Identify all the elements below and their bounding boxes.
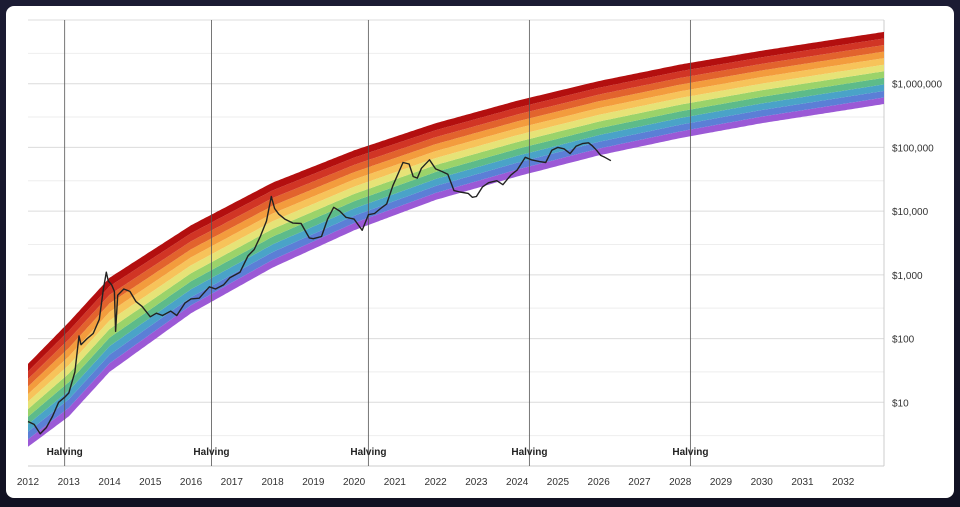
x-axis: 2012 2013 2014 2015 2016 2017 2018 2019 2020 2021… — [17, 477, 855, 488]
x-tick-label: 2014 — [98, 477, 121, 488]
x-tick-label: 2031 — [791, 477, 814, 488]
x-tick-label: 2013 — [58, 477, 81, 488]
halving-label: Halving — [672, 447, 708, 458]
halving-label: Halving — [47, 447, 83, 458]
bitcoin-rainbow-chart: Halving Halving Halving Halving Halving 2012… — [17, 19, 942, 488]
x-tick-label: 2024 — [506, 477, 529, 488]
x-tick-label: 2023 — [465, 477, 488, 488]
halving-label: Halving — [193, 447, 229, 458]
halving-label: Halving — [350, 447, 386, 458]
price-series — [27, 142, 612, 435]
y-tick-label: $10,000 — [892, 207, 929, 218]
chart-card: Halving Halving Halving Halving Halving 2012… — [6, 6, 954, 498]
x-tick-label: 2016 — [180, 477, 203, 488]
y-tick-label: $1,000 — [892, 271, 923, 282]
x-tick-label: 2030 — [751, 477, 774, 488]
price-line — [27, 142, 612, 435]
y-tick-label: $100,000 — [892, 143, 934, 154]
x-tick-label: 2012 — [17, 477, 40, 488]
x-tick-label: 2028 — [669, 477, 692, 488]
x-tick-label: 2021 — [384, 477, 407, 488]
rainbow-bands — [28, 31, 884, 447]
x-tick-label: 2025 — [547, 477, 570, 488]
halving-markers: Halving Halving Halving Halving Halving — [47, 20, 709, 466]
x-tick-label: 2032 — [832, 477, 855, 488]
y-axis: $10 $100 $1,000 $10,000 $100,000 $1,000,000 — [892, 80, 942, 410]
x-tick-label: 2019 — [302, 477, 325, 488]
y-tick-label: $10 — [892, 398, 909, 409]
halving-label: Halving — [511, 447, 547, 458]
x-tick-label: 2017 — [221, 477, 244, 488]
x-tick-label: 2020 — [343, 477, 366, 488]
y-tick-label: $100 — [892, 335, 915, 346]
x-tick-label: 2029 — [710, 477, 733, 488]
x-tick-label: 2026 — [588, 477, 611, 488]
x-tick-label: 2015 — [139, 477, 162, 488]
x-tick-label: 2022 — [424, 477, 447, 488]
y-tick-label: $1,000,000 — [892, 80, 942, 91]
x-tick-label: 2027 — [628, 477, 651, 488]
x-tick-label: 2018 — [261, 477, 284, 488]
